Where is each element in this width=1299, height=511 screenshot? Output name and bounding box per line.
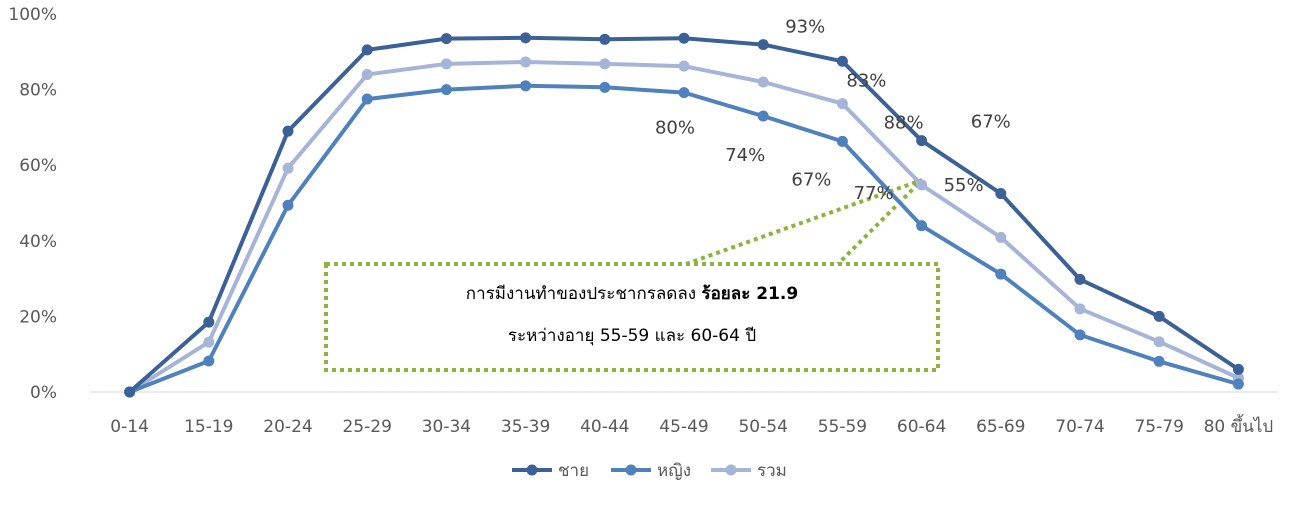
legend: ชาย หญิง รวม bbox=[512, 461, 787, 481]
data-point bbox=[1153, 310, 1165, 322]
data-point bbox=[361, 68, 373, 80]
annotation-label: 67% bbox=[791, 169, 831, 190]
data-point bbox=[282, 199, 294, 211]
data-point bbox=[520, 56, 532, 68]
data-point bbox=[361, 93, 373, 105]
data-point bbox=[1074, 273, 1086, 285]
x-tick-label: 30-34 bbox=[422, 417, 471, 437]
callout-line-2: ระหว่างอายุ 55-59 และ 60-64 ปี bbox=[508, 326, 756, 346]
data-point bbox=[1074, 303, 1086, 315]
legend-marker bbox=[526, 464, 538, 476]
x-tick-label: 20-24 bbox=[263, 417, 312, 437]
data-point bbox=[1074, 329, 1086, 341]
data-point bbox=[361, 44, 373, 56]
x-tick-label: 40-44 bbox=[580, 417, 629, 437]
annotation-label: 80% bbox=[655, 118, 695, 139]
data-point bbox=[282, 125, 294, 137]
annotation-label: 83% bbox=[846, 71, 886, 92]
data-point bbox=[678, 87, 690, 99]
data-point bbox=[678, 32, 690, 44]
x-tick-label: 0-14 bbox=[110, 417, 149, 437]
y-tick-label: 40% bbox=[19, 232, 57, 252]
annotation-label: 93% bbox=[785, 17, 825, 38]
data-point bbox=[995, 188, 1007, 200]
annotation-label: 67% bbox=[971, 112, 1011, 133]
callout: การมีงานทำของประชากรลดลง ร้อยละ 21.9 ระห… bbox=[324, 178, 940, 372]
annotation-label: 88% bbox=[884, 113, 924, 134]
x-tick-label: 35-39 bbox=[501, 417, 550, 437]
legend-marker bbox=[625, 464, 637, 476]
callout-line-1: การมีงานทำของประชากรลดลง ร้อยละ 21.9 bbox=[466, 284, 798, 304]
x-tick-label: 70-74 bbox=[1055, 417, 1104, 437]
legend-item: หญิง bbox=[611, 461, 691, 481]
data-point bbox=[1153, 355, 1165, 367]
x-tick-label: 80 ขึ้นไป bbox=[1204, 414, 1274, 437]
y-tick-label: 0% bbox=[30, 383, 57, 403]
data-point bbox=[203, 316, 215, 328]
x-tick-label: 25-29 bbox=[342, 417, 391, 437]
data-point bbox=[757, 39, 769, 51]
y-tick-label: 80% bbox=[19, 81, 57, 101]
x-tick-label: 75-79 bbox=[1134, 417, 1183, 437]
x-tick-label: 60-64 bbox=[897, 417, 946, 437]
annotation-layer: 93% 88% 67% 83% 77% 55% 80% 74% 67% bbox=[655, 17, 1011, 204]
data-point bbox=[440, 84, 452, 96]
data-point bbox=[836, 98, 848, 110]
legend-item: ชาย bbox=[512, 461, 589, 481]
annotation-label: 77% bbox=[854, 183, 894, 204]
data-point bbox=[916, 135, 928, 147]
data-point bbox=[995, 268, 1007, 280]
y-tick-label: 60% bbox=[19, 156, 57, 176]
data-point bbox=[520, 80, 532, 92]
callout-line-1-bold: ร้อยละ 21.9 bbox=[701, 284, 798, 304]
data-point bbox=[599, 81, 611, 93]
data-point bbox=[678, 60, 690, 72]
data-point bbox=[757, 110, 769, 122]
data-point bbox=[916, 179, 928, 191]
x-tick-label: 50-54 bbox=[738, 417, 787, 437]
callout-box bbox=[324, 262, 940, 372]
series-0 bbox=[124, 32, 1244, 398]
data-point bbox=[124, 386, 136, 398]
annotation-label: 55% bbox=[944, 175, 984, 196]
data-point bbox=[1232, 363, 1244, 375]
data-point bbox=[757, 76, 769, 88]
data-point bbox=[520, 32, 532, 44]
data-point bbox=[203, 336, 215, 348]
x-tick-label: 15-19 bbox=[184, 417, 233, 437]
data-point bbox=[836, 55, 848, 67]
data-point bbox=[203, 355, 215, 367]
data-point bbox=[599, 58, 611, 70]
data-point bbox=[440, 58, 452, 70]
y-axis-ticks: 0% 20% 40% 60% 80% 100% bbox=[8, 5, 57, 403]
x-tick-label: 45-49 bbox=[659, 417, 708, 437]
data-point bbox=[282, 162, 294, 174]
series-layer bbox=[124, 32, 1244, 398]
legend-marker bbox=[725, 464, 737, 476]
data-point bbox=[599, 33, 611, 45]
annotation-label: 74% bbox=[725, 145, 765, 166]
x-tick-label: 65-69 bbox=[976, 417, 1025, 437]
callout-line-1-normal: การมีงานทำของประชากรลดลง bbox=[466, 284, 702, 304]
legend-label: ชาย bbox=[558, 461, 589, 481]
x-tick-label: 55-59 bbox=[818, 417, 867, 437]
legend-label: รวม bbox=[757, 461, 787, 481]
data-point bbox=[440, 33, 452, 45]
data-point bbox=[1232, 378, 1244, 390]
legend-label: หญิง bbox=[657, 461, 691, 481]
data-point bbox=[836, 135, 848, 147]
x-axis-ticks: 0-14 15-19 20-24 25-29 30-34 35-39 40-44 45-49 5… bbox=[110, 414, 1273, 437]
y-tick-label: 20% bbox=[19, 307, 57, 327]
y-tick-label: 100% bbox=[8, 5, 57, 25]
data-point bbox=[995, 231, 1007, 243]
legend-item: รวม bbox=[711, 461, 787, 481]
data-point bbox=[1153, 336, 1165, 348]
data-point bbox=[916, 220, 928, 232]
series-2 bbox=[124, 56, 1244, 398]
